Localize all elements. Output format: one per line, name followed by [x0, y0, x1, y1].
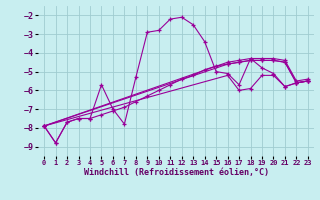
- X-axis label: Windchill (Refroidissement éolien,°C): Windchill (Refroidissement éolien,°C): [84, 168, 268, 177]
